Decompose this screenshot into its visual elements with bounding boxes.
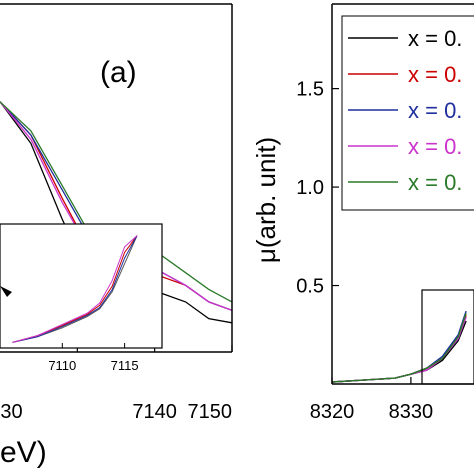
panel-a-x-axis-label: eV): [0, 436, 47, 469]
panel-a: 130 7140 7150 (a) eV) 7110 7115: [0, 3, 233, 469]
panel-a-x-tick-label: 130: [0, 401, 23, 423]
legend-label: x = 0.: [408, 170, 462, 195]
panel-b-series-line: [331, 314, 467, 383]
panel-b: 0.51.01.5 8320 8330 μ(arb. unit) x = 0.x …: [251, 3, 474, 423]
panel-a-inset: 7110 7115: [0, 223, 163, 373]
panel-b-series-line: [331, 316, 467, 383]
legend-label: x = 0.: [408, 134, 462, 159]
panel-a-x-tick-label: 7140: [132, 401, 177, 423]
inset-series-line: [12, 235, 138, 343]
legend-items: x = 0. x = 0. x = 0. x = 0. x = 0.: [348, 26, 462, 195]
panel-b-y-tick-label: 1.5: [296, 79, 324, 101]
panel-b-series-line: [331, 312, 467, 383]
panel-b-y-ticks: 0.5 1.0 1.5: [296, 79, 339, 298]
panel-b-y-tick-label: 0.5: [296, 276, 324, 298]
legend: x = 0. x = 0. x = 0. x = 0. x = 0.: [341, 15, 474, 211]
panel-b-x-tick-label: 8320: [310, 401, 355, 423]
legend-label: x = 0.: [408, 98, 462, 123]
panel-a-x-ticks: 130 7140 7150: [0, 345, 233, 423]
inset-series-line: [12, 235, 138, 343]
panel-b-x-ticks: 8320 8330: [310, 377, 433, 423]
inset-x-tick-label: 7110: [48, 358, 76, 373]
panel-b-y-axis-label: μ(arb. unit): [251, 137, 281, 263]
legend-label: x = 0.: [408, 26, 462, 51]
panel-a-x-tick-label: 7150: [188, 401, 233, 423]
legend-label: x = 0.: [408, 62, 462, 87]
inset-x-ticks: 7110 7115: [48, 343, 139, 373]
inset-x-tick-label: 7115: [111, 358, 139, 373]
panel-a-label: (a): [100, 56, 137, 89]
panel-b-x-tick-label: 8330: [389, 401, 434, 423]
zoom-region-box: [421, 289, 474, 385]
panel-b-series-group: [331, 310, 467, 383]
arrow-head-icon: [0, 286, 12, 297]
panel-b-y-tick-label: 1.0: [296, 177, 324, 199]
legend-frame: [341, 15, 474, 211]
panel-b-series-line: [331, 310, 467, 383]
inset-frame: [0, 223, 163, 349]
inset-series-group: [12, 235, 138, 343]
